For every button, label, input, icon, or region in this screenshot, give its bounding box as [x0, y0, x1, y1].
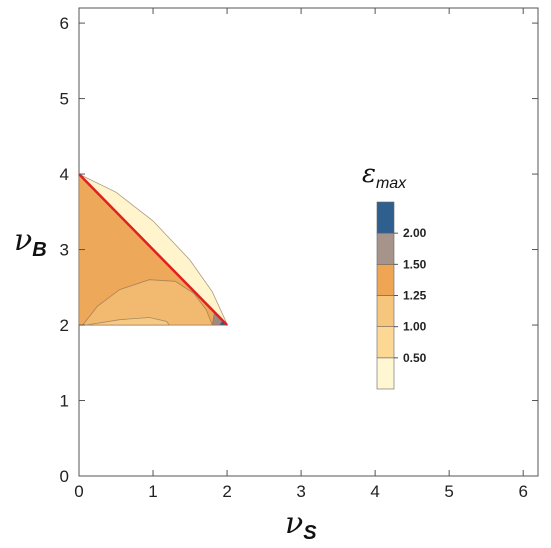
- x-tick-label: 2: [222, 482, 231, 501]
- x-tick-label: 0: [74, 482, 83, 501]
- legend-swatch: [376, 295, 395, 327]
- legend-label: 2.00: [403, 226, 427, 240]
- y-tick-label: 5: [60, 90, 69, 109]
- y-tick-label: 6: [60, 14, 69, 33]
- x-tick-label: 3: [296, 482, 305, 501]
- legend-label: 0.50: [403, 351, 427, 365]
- y-tick-label: 4: [60, 165, 69, 184]
- y-tick-label: 2: [60, 316, 69, 335]
- axis-ticks: 0 1 2 3 4 5 6 0 1 2 3 4 5 6: [60, 8, 538, 501]
- contour-region-3: [86, 317, 171, 326]
- legend-swatch: [376, 201, 395, 234]
- y-axis-label: νB: [14, 223, 47, 261]
- y-tick-label: 3: [60, 241, 69, 260]
- x-tick-label: 4: [370, 482, 379, 501]
- y-tick-label: 1: [60, 392, 69, 411]
- legend-label: 1.50: [403, 257, 427, 271]
- x-tick-label: 5: [444, 482, 453, 501]
- legend-swatches: [376, 201, 395, 390]
- legend-swatch: [376, 264, 395, 296]
- x-axis-label: νS: [285, 506, 317, 544]
- legend-swatch: [376, 232, 395, 265]
- legend-label: 1.00: [403, 320, 427, 334]
- x-tick-label: 6: [518, 482, 527, 501]
- legend-swatch: [376, 357, 395, 390]
- legend: εmax 2.00 1.50 1.25 1.00 0.50: [362, 159, 427, 390]
- x-tick-label: 1: [148, 482, 157, 501]
- legend-title: εmax: [362, 159, 407, 192]
- legend-labels: 2.00 1.50 1.25 1.00 0.50: [394, 226, 427, 365]
- red-boundary-line: [78, 173, 228, 326]
- legend-label: 1.25: [403, 289, 427, 303]
- legend-swatch: [376, 326, 395, 359]
- y-tick-label: 0: [60, 467, 69, 486]
- boundary-lines: [78, 173, 228, 326]
